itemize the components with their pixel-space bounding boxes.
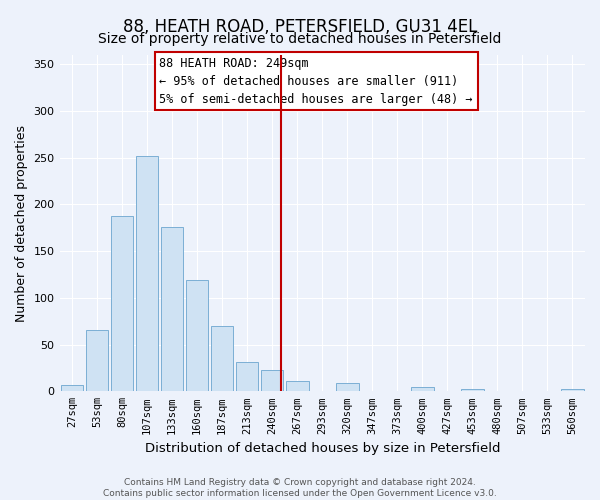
Bar [61, 385, 83, 392]
Text: 88, HEATH ROAD, PETERSFIELD, GU31 4EL: 88, HEATH ROAD, PETERSFIELD, GU31 4EL [123, 18, 477, 36]
Bar [86, 330, 109, 392]
Bar [411, 386, 434, 392]
X-axis label: Distribution of detached houses by size in Petersfield: Distribution of detached houses by size … [145, 442, 500, 455]
Bar [236, 362, 259, 392]
Bar [261, 370, 283, 392]
Bar [211, 326, 233, 392]
Y-axis label: Number of detached properties: Number of detached properties [15, 124, 28, 322]
Bar [561, 390, 584, 392]
Bar [286, 381, 308, 392]
Text: 88 HEATH ROAD: 249sqm
← 95% of detached houses are smaller (911)
5% of semi-deta: 88 HEATH ROAD: 249sqm ← 95% of detached … [160, 56, 473, 106]
Bar [161, 227, 184, 392]
Bar [111, 216, 133, 392]
Text: Size of property relative to detached houses in Petersfield: Size of property relative to detached ho… [98, 32, 502, 46]
Bar [461, 388, 484, 392]
Bar [136, 156, 158, 392]
Bar [186, 280, 208, 392]
Text: Contains HM Land Registry data © Crown copyright and database right 2024.
Contai: Contains HM Land Registry data © Crown c… [103, 478, 497, 498]
Bar [336, 383, 359, 392]
